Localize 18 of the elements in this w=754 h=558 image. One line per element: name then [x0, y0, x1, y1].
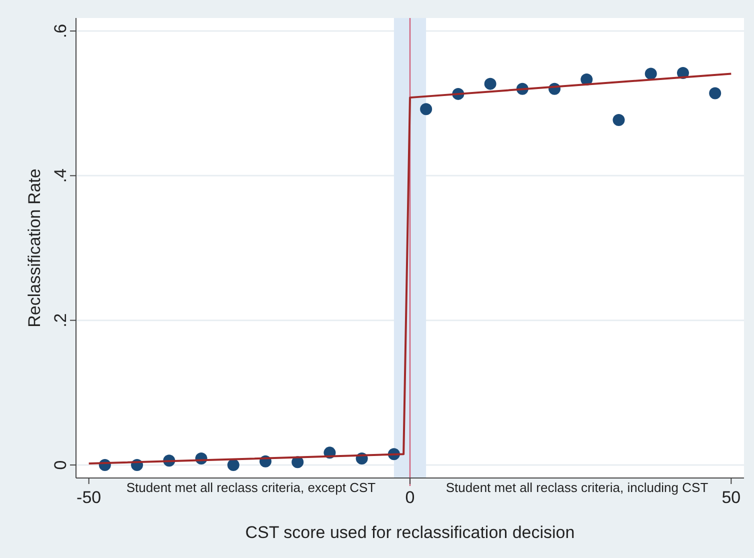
y-tick-label: .2: [51, 313, 70, 328]
x-axis-title: CST score used for reclassification decision: [245, 523, 575, 542]
text: Student met all reclass criteria, except CST: [126, 480, 376, 495]
y-axis-title: Reclassification Rate: [25, 168, 44, 328]
point: [644, 68, 657, 80]
x-tick-label: -50: [76, 488, 102, 507]
point: [709, 87, 722, 100]
line-series: [88, 72, 732, 465]
y-tick-label: .4: [51, 168, 70, 183]
x-tick-label: 0: [405, 488, 415, 507]
point: [484, 78, 496, 90]
y-tick-label: .6: [51, 24, 70, 38]
y-tick-label: 0: [51, 460, 70, 470]
point: [612, 114, 625, 126]
text: Student met all reclass criteria, including CST: [446, 480, 708, 495]
point: [420, 103, 432, 116]
x-tick-label: 50: [722, 488, 741, 507]
point: [227, 458, 240, 471]
